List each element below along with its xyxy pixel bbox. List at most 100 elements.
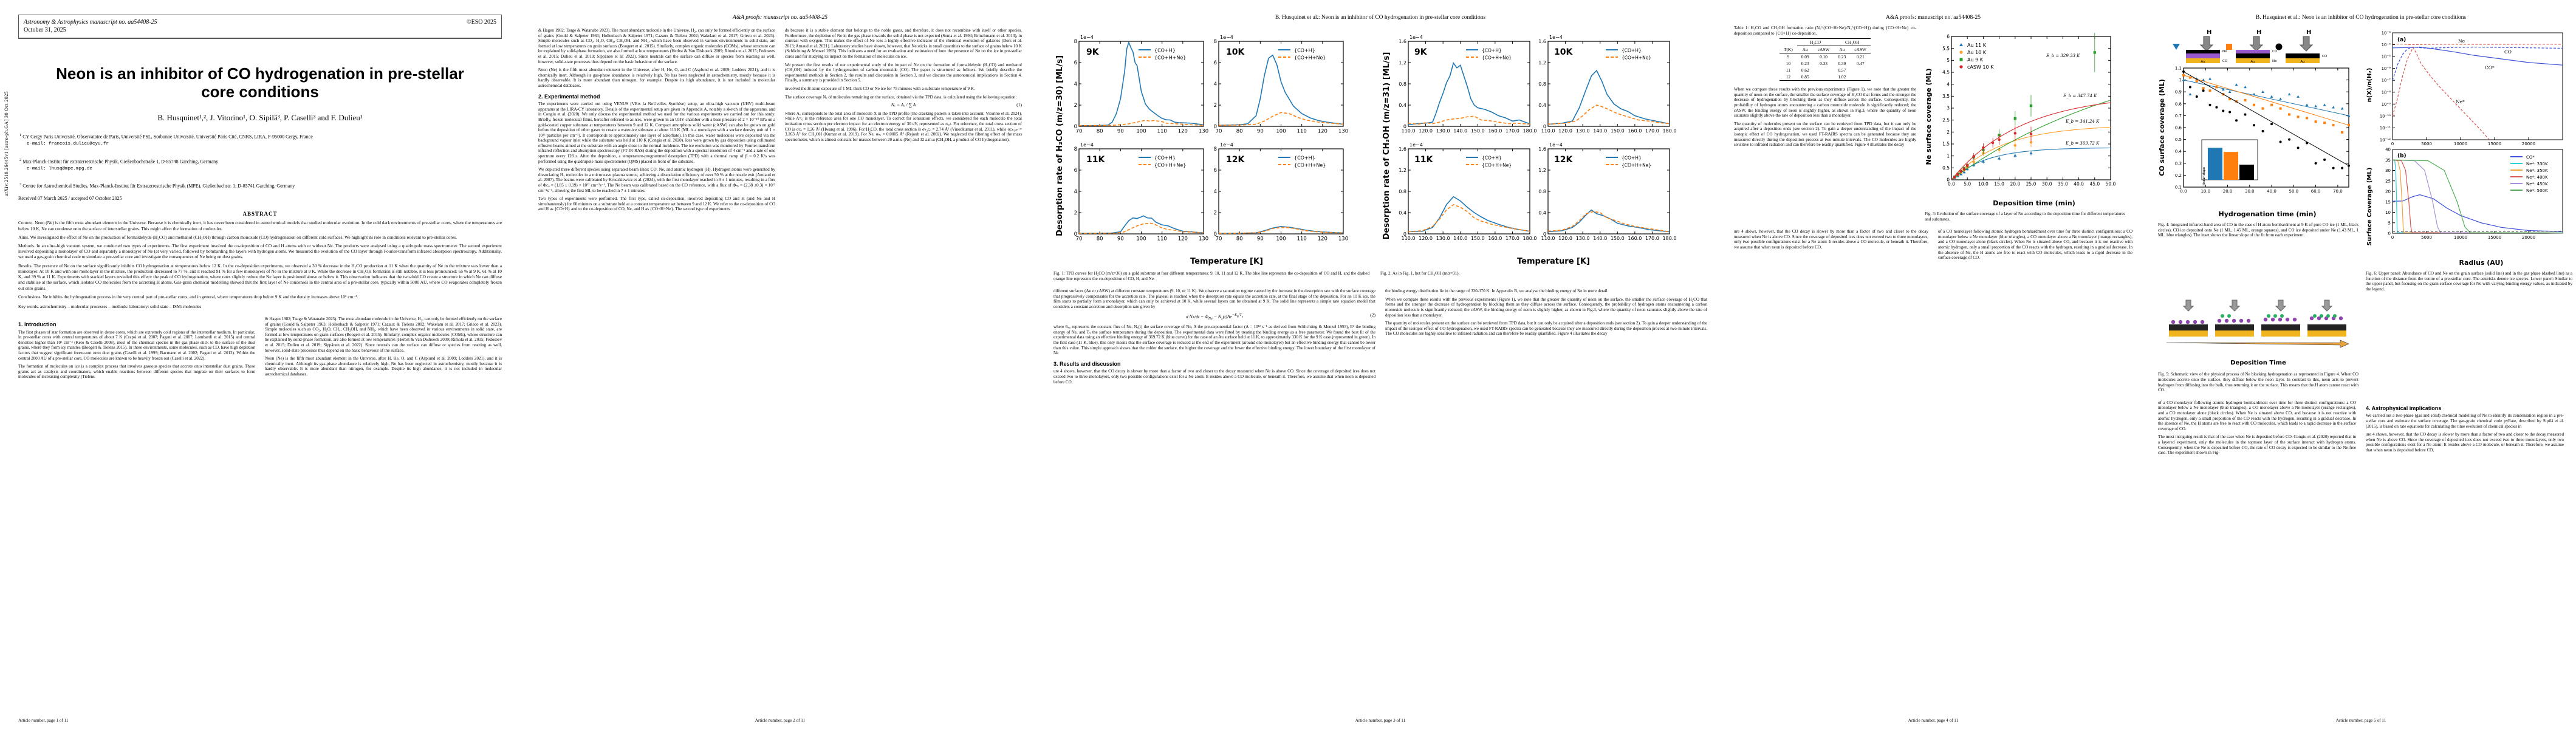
figure-2: Desorption rate of CH₃OH (m/z=31) [ML/s]… bbox=[1380, 24, 1696, 281]
svg-text:Ne*: 350K: Ne*: 350K bbox=[2526, 168, 2548, 173]
svg-text:90: 90 bbox=[1117, 129, 1124, 135]
svg-text:50.0: 50.0 bbox=[2106, 182, 2116, 187]
cell: 0.47 bbox=[1856, 61, 1865, 67]
svg-text:180.0: 180.0 bbox=[1523, 236, 1537, 241]
svg-text:CO*: CO* bbox=[2485, 65, 2495, 70]
section-experimental: 2. Experimental method bbox=[538, 93, 600, 100]
svg-text:0.4: 0.4 bbox=[2175, 149, 2182, 154]
svg-text:150.0: 150.0 bbox=[1471, 128, 1485, 134]
svg-text:1e−4: 1e−4 bbox=[1220, 142, 1233, 148]
svg-text:140.0: 140.0 bbox=[1593, 128, 1607, 134]
svg-text:0.4: 0.4 bbox=[1399, 103, 1406, 108]
keywords: Key words. astrochemistry – molecular pr… bbox=[18, 303, 202, 309]
svg-text:0.0: 0.0 bbox=[2180, 189, 2187, 194]
svg-text:1: 1 bbox=[2179, 78, 2182, 83]
svg-text:10⁻⁷: 10⁻⁷ bbox=[2382, 78, 2391, 83]
page3-figure-row: Desorption rate of H₂CO (m/z=30) [ML/s] … bbox=[1053, 24, 1707, 281]
svg-text:Au 10 K: Au 10 K bbox=[1967, 50, 1987, 55]
affiliation-2: 2 Max-Planck-Institut für extraterrestri… bbox=[19, 157, 219, 171]
svg-text:Ne*: Ne* bbox=[2456, 99, 2465, 104]
figure-3-xlabel: Deposition time (min) bbox=[1993, 199, 2075, 207]
svg-text:0: 0 bbox=[1947, 177, 1950, 183]
svg-text:0.2: 0.2 bbox=[2175, 173, 2182, 178]
svg-text:5000: 5000 bbox=[2421, 142, 2432, 146]
page5-col-2: 4. Astrophysical implications We carried… bbox=[2366, 400, 2564, 459]
figure-6-caption: Fig. 6: Upper panel: Abundance of CO and… bbox=[2366, 271, 2572, 292]
svg-text:140.0: 140.0 bbox=[1453, 128, 1467, 134]
page-4: A&A proofs: manuscript no. aa54408-25 Ta… bbox=[1721, 0, 2146, 729]
table-rule bbox=[1779, 80, 1871, 83]
svg-text:160.0: 160.0 bbox=[1488, 236, 1502, 241]
svg-text:30.0: 30.0 bbox=[2245, 189, 2255, 194]
figure-3: Ne surface coverage (ML) 0.0 5.0 10.0 15.0 2… bbox=[1925, 26, 2125, 222]
svg-text:Ne*: 500K: Ne*: 500K bbox=[2526, 188, 2548, 193]
table-row: 9 0.09 0.10 0.23 0.21 bbox=[1779, 53, 1871, 61]
page1-footer: Article number, page 1 of 11 bbox=[18, 718, 502, 723]
page4-col-1: ure 4 shows, however, that the CO decay … bbox=[1734, 229, 1928, 264]
svg-text:2.5: 2.5 bbox=[1942, 117, 1950, 123]
email-2: e-mail: lhusq@mpe.mpg.de bbox=[27, 166, 93, 171]
svg-text:0.8: 0.8 bbox=[1538, 189, 1546, 194]
svg-text:10⁻⁵: 10⁻⁵ bbox=[2382, 55, 2391, 60]
svg-text:E_b = 369.72 K: E_b = 369.72 K bbox=[2065, 141, 2100, 146]
svg-text:0.8: 0.8 bbox=[2175, 101, 2182, 106]
figure-6-svg: n(X)/n(H₂) Surface Coverage (ML) 0 5000 10… bbox=[2366, 31, 2563, 267]
svg-text:Au 9 K: Au 9 K bbox=[1967, 57, 1984, 63]
svg-text:8: 8 bbox=[1214, 39, 1217, 45]
svg-text:4: 4 bbox=[1214, 81, 1217, 87]
svg-text:1.1: 1.1 bbox=[2175, 66, 2182, 70]
svg-text:E_b = 329.33 K: E_b = 329.33 K bbox=[2046, 53, 2080, 58]
svg-text:100: 100 bbox=[1136, 236, 1146, 242]
svg-text:{CO+H}: {CO+H} bbox=[1294, 156, 1315, 161]
svg-text:{CO+H+Ne}: {CO+H+Ne} bbox=[1294, 55, 1326, 61]
figure-5-xlabel: Deposition Time bbox=[2230, 360, 2286, 366]
p4-left-b: The quantity of molecules present on the… bbox=[1734, 121, 1916, 148]
abstract-heading: ABSTRACT bbox=[242, 211, 278, 217]
p5-a: of a CO monolayer following atomic hydro… bbox=[2158, 400, 2356, 431]
svg-text:4.5: 4.5 bbox=[1942, 70, 1950, 75]
svg-text:11K: 11K bbox=[1086, 155, 1105, 165]
svg-text:120: 120 bbox=[1318, 236, 1327, 242]
svg-text:0: 0 bbox=[1543, 231, 1546, 237]
svg-text:CO: CO bbox=[2322, 55, 2328, 58]
svg-text:4: 4 bbox=[1074, 81, 1077, 87]
svg-text:15: 15 bbox=[2385, 200, 2391, 205]
svg-text:10000: 10000 bbox=[2454, 235, 2467, 240]
svg-text:Ne*: 330K: Ne*: 330K bbox=[2526, 162, 2548, 166]
table-row: 10 0.23 0.33 0.39 0.47 bbox=[1780, 60, 1871, 67]
page4-col-left-text: When we compare these results with the p… bbox=[1734, 87, 1916, 148]
svg-text:1.2: 1.2 bbox=[1538, 168, 1546, 173]
figure-3-svg: Ne surface coverage (ML) 0.0 5.0 10.0 15.0 2… bbox=[1925, 33, 2116, 207]
svg-text:1.2: 1.2 bbox=[1399, 168, 1406, 173]
svg-text:{CO+H}: {CO+H} bbox=[1622, 48, 1642, 53]
svg-text:0.8: 0.8 bbox=[1399, 189, 1406, 194]
table-row: H₂CO CH₃OH bbox=[1779, 38, 1871, 47]
p3-left-b: where θₛᵤ represents the constant flux o… bbox=[1053, 324, 1375, 356]
svg-text:10.0: 10.0 bbox=[1978, 182, 1989, 187]
svg-text:120: 120 bbox=[1178, 129, 1188, 135]
svg-text:110.0: 110.0 bbox=[1402, 128, 1416, 134]
p2-exp-a: The experiments were carried out using V… bbox=[538, 101, 775, 164]
svg-text:180.0: 180.0 bbox=[1523, 128, 1537, 134]
svg-text:5000: 5000 bbox=[2421, 235, 2432, 240]
table-1: H₂CO CH₃OH T(K) Au cASW Au cASW 9 0.09 0.10 0.23… bbox=[1779, 38, 1871, 83]
svg-text:0: 0 bbox=[2388, 231, 2391, 236]
email-1: e-mail: francois.dulieu@cyu.fr bbox=[27, 142, 109, 147]
p2col1-a: & Hagen 1982; Tsuge & Watanabe 2023). Th… bbox=[265, 317, 502, 353]
svg-text:6: 6 bbox=[1074, 168, 1077, 174]
svg-text:120: 120 bbox=[1318, 129, 1327, 135]
svg-text:1.5: 1.5 bbox=[1942, 142, 1950, 147]
svg-text:20000: 20000 bbox=[2522, 142, 2535, 146]
svg-text:{CO+H+Ne}: {CO+H+Ne} bbox=[1154, 55, 1186, 61]
page-title: Neon is an inhibitor of CO hydrogenation… bbox=[56, 64, 464, 101]
svg-text:8: 8 bbox=[1074, 146, 1077, 152]
svg-text:(a): (a) bbox=[2397, 37, 2406, 43]
table-1-block: Table 1: H₂CO and CH₃OH formation ratio … bbox=[1734, 26, 1916, 222]
svg-text:0.6: 0.6 bbox=[2175, 125, 2182, 130]
figure-5-caption: Fig. 5: Schematic view of the physical p… bbox=[2158, 372, 2358, 393]
page3-footer: Article number, page 3 of 11 bbox=[1058, 718, 1702, 723]
figure-6a-ylabel: n(X)/n(H₂) bbox=[2366, 68, 2373, 103]
figure-5-svg: Deposition Time bbox=[2166, 299, 2349, 366]
svg-text:120.0: 120.0 bbox=[1558, 128, 1572, 134]
cell: 1.02 bbox=[1838, 74, 1846, 80]
